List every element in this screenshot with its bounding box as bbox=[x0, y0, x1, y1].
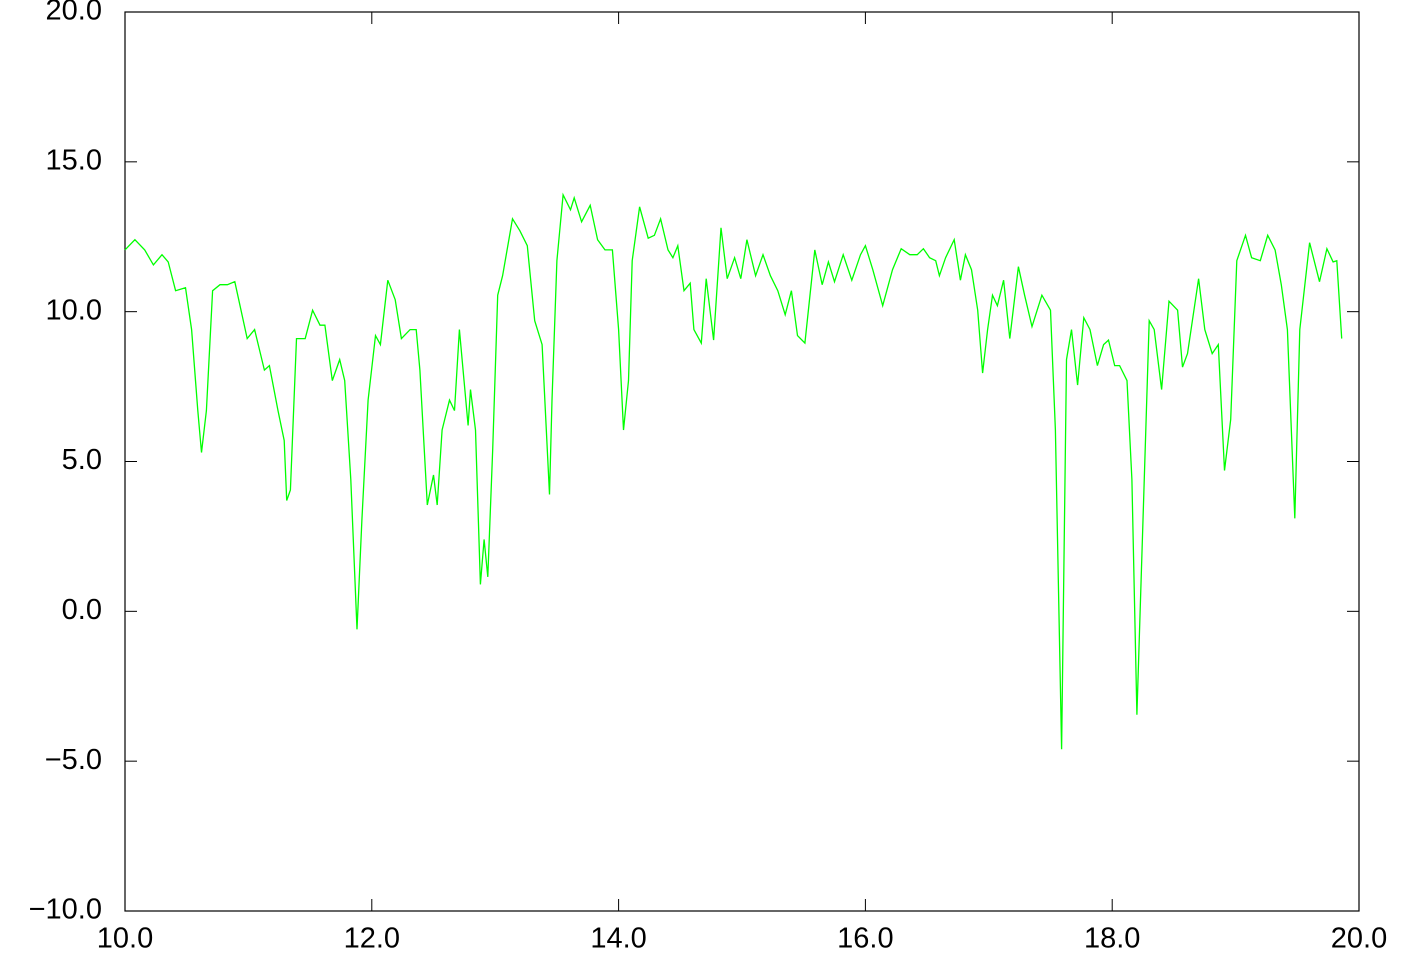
y-tick-label: 20.0 bbox=[46, 0, 102, 27]
y-tick-label: 15.0 bbox=[46, 144, 102, 176]
x-tick-label: 18.0 bbox=[1084, 923, 1140, 955]
y-tick-label: 10.0 bbox=[46, 294, 102, 326]
y-tick-label: 5.0 bbox=[62, 444, 102, 476]
x-tick-label: 10.0 bbox=[97, 923, 153, 955]
plot-frame bbox=[124, 11, 1360, 912]
x-tick-label: 20.0 bbox=[1331, 923, 1387, 955]
y-tick-label: −10.0 bbox=[29, 894, 102, 926]
data-line bbox=[124, 192, 1343, 750]
x-tick-label: 14.0 bbox=[590, 923, 646, 955]
y-tick-label: 0.0 bbox=[62, 594, 102, 626]
y-tick-label: −5.0 bbox=[45, 744, 102, 776]
x-tick-label: 12.0 bbox=[344, 923, 400, 955]
x-tick-label: 16.0 bbox=[837, 923, 893, 955]
